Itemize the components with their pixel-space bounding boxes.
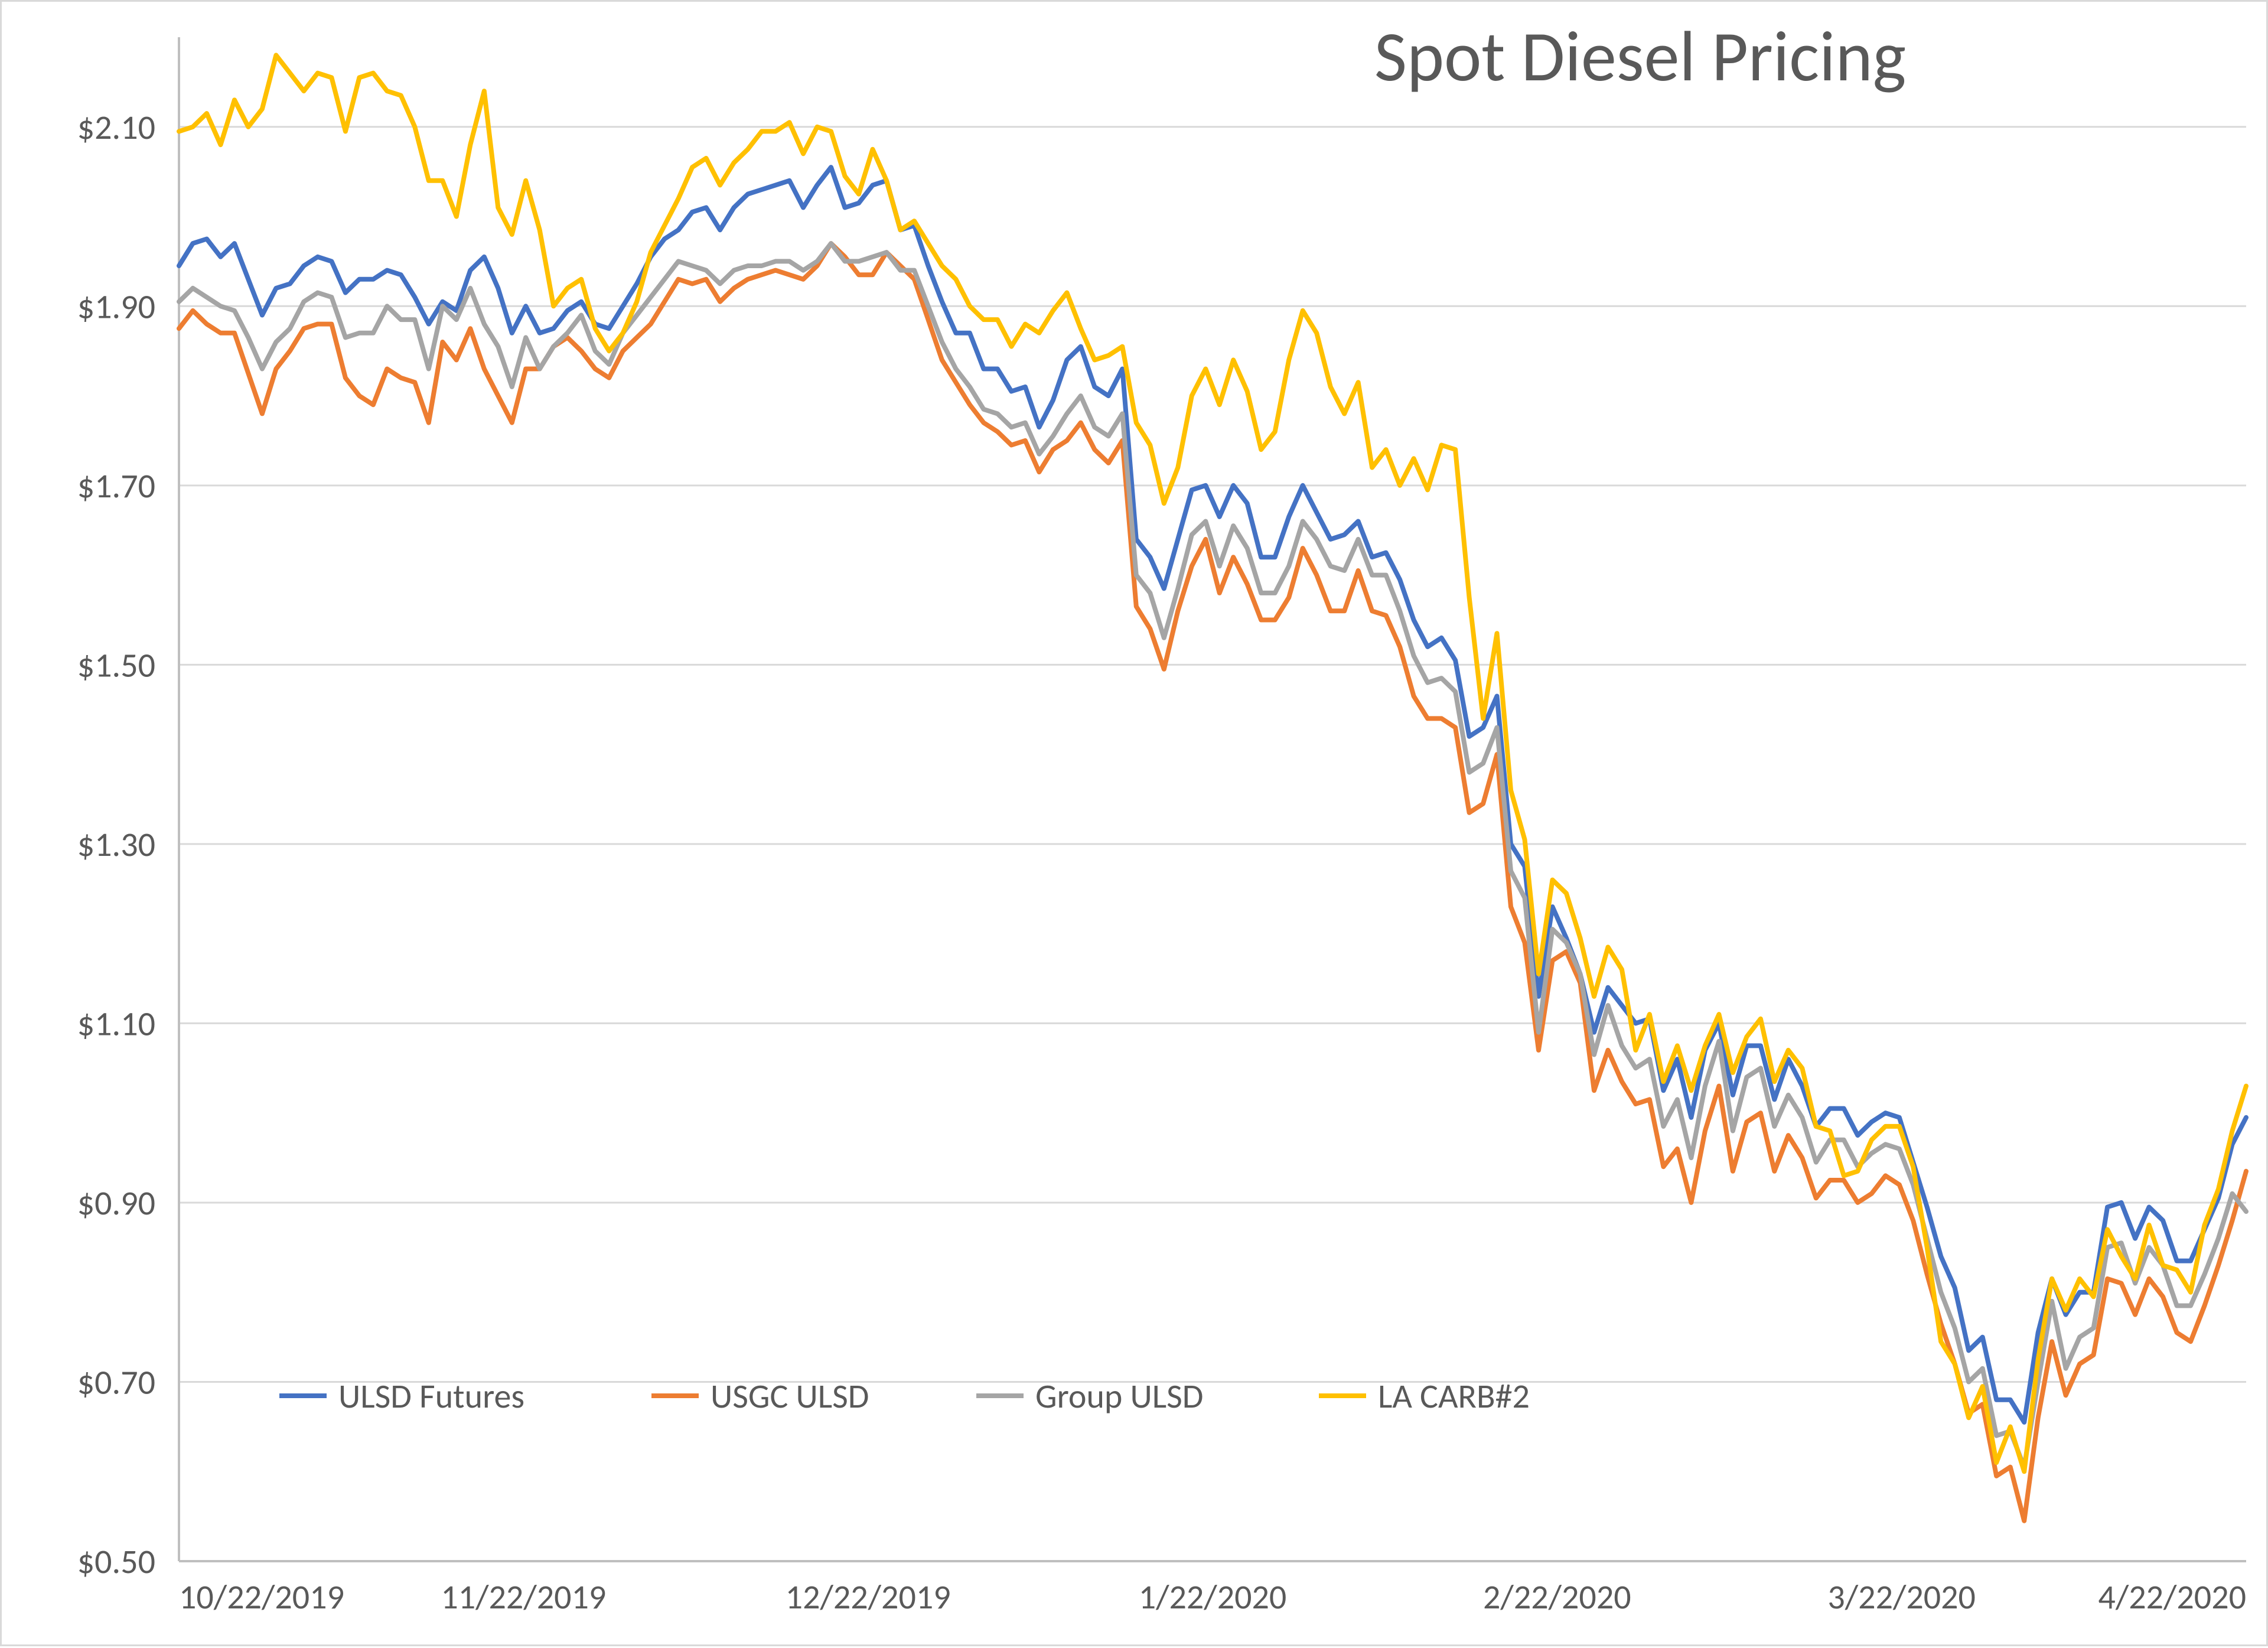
series-ulsd-futures: [179, 167, 2246, 1422]
series-group-ulsd: [179, 243, 2246, 1467]
chart-svg: $0.50 $0.70 $0.90 $1.10 $1.30 $1.50 $1.70 $1.90…: [2, 2, 2268, 1648]
x-axis-label: 10/22/2019: [179, 1576, 344, 1618]
chart-container: Spot Diesel Pricing $0.50 $0.70 $0.90 $1.10…: [0, 0, 2268, 1646]
y-axis-label: $0.90: [77, 1182, 155, 1224]
y-axis-label: $2.10: [77, 106, 155, 148]
legend-label: ULSD Futures: [338, 1375, 524, 1417]
x-axis-label: 1/22/2020: [1139, 1576, 1287, 1618]
x-axis-label: 4/22/2020: [2098, 1576, 2246, 1618]
y-axis-label: $1.90: [77, 285, 155, 327]
y-axis-label: $1.30: [77, 823, 155, 865]
y-axis-label: $1.70: [77, 465, 155, 507]
y-axis-label: $0.70: [77, 1361, 155, 1403]
x-axis-label: 2/22/2020: [1483, 1576, 1631, 1618]
legend-label: USGC ULSD: [711, 1375, 869, 1417]
series-usgc-ulsd: [179, 243, 2246, 1521]
x-axis-label: 11/22/2019: [441, 1576, 606, 1618]
x-axis-label: 3/22/2020: [1827, 1576, 1976, 1618]
legend-label: Group ULSD: [1035, 1375, 1203, 1417]
chart-title: Spot Diesel Pricing: [1050, 14, 2231, 100]
y-axis-label: $0.50: [77, 1540, 155, 1582]
y-axis-label: $1.10: [77, 1002, 155, 1044]
x-axis-label: 12/22/2019: [786, 1576, 951, 1618]
y-axis-label: $1.50: [77, 644, 155, 686]
legend-label: LA CARB#2: [1378, 1375, 1530, 1417]
